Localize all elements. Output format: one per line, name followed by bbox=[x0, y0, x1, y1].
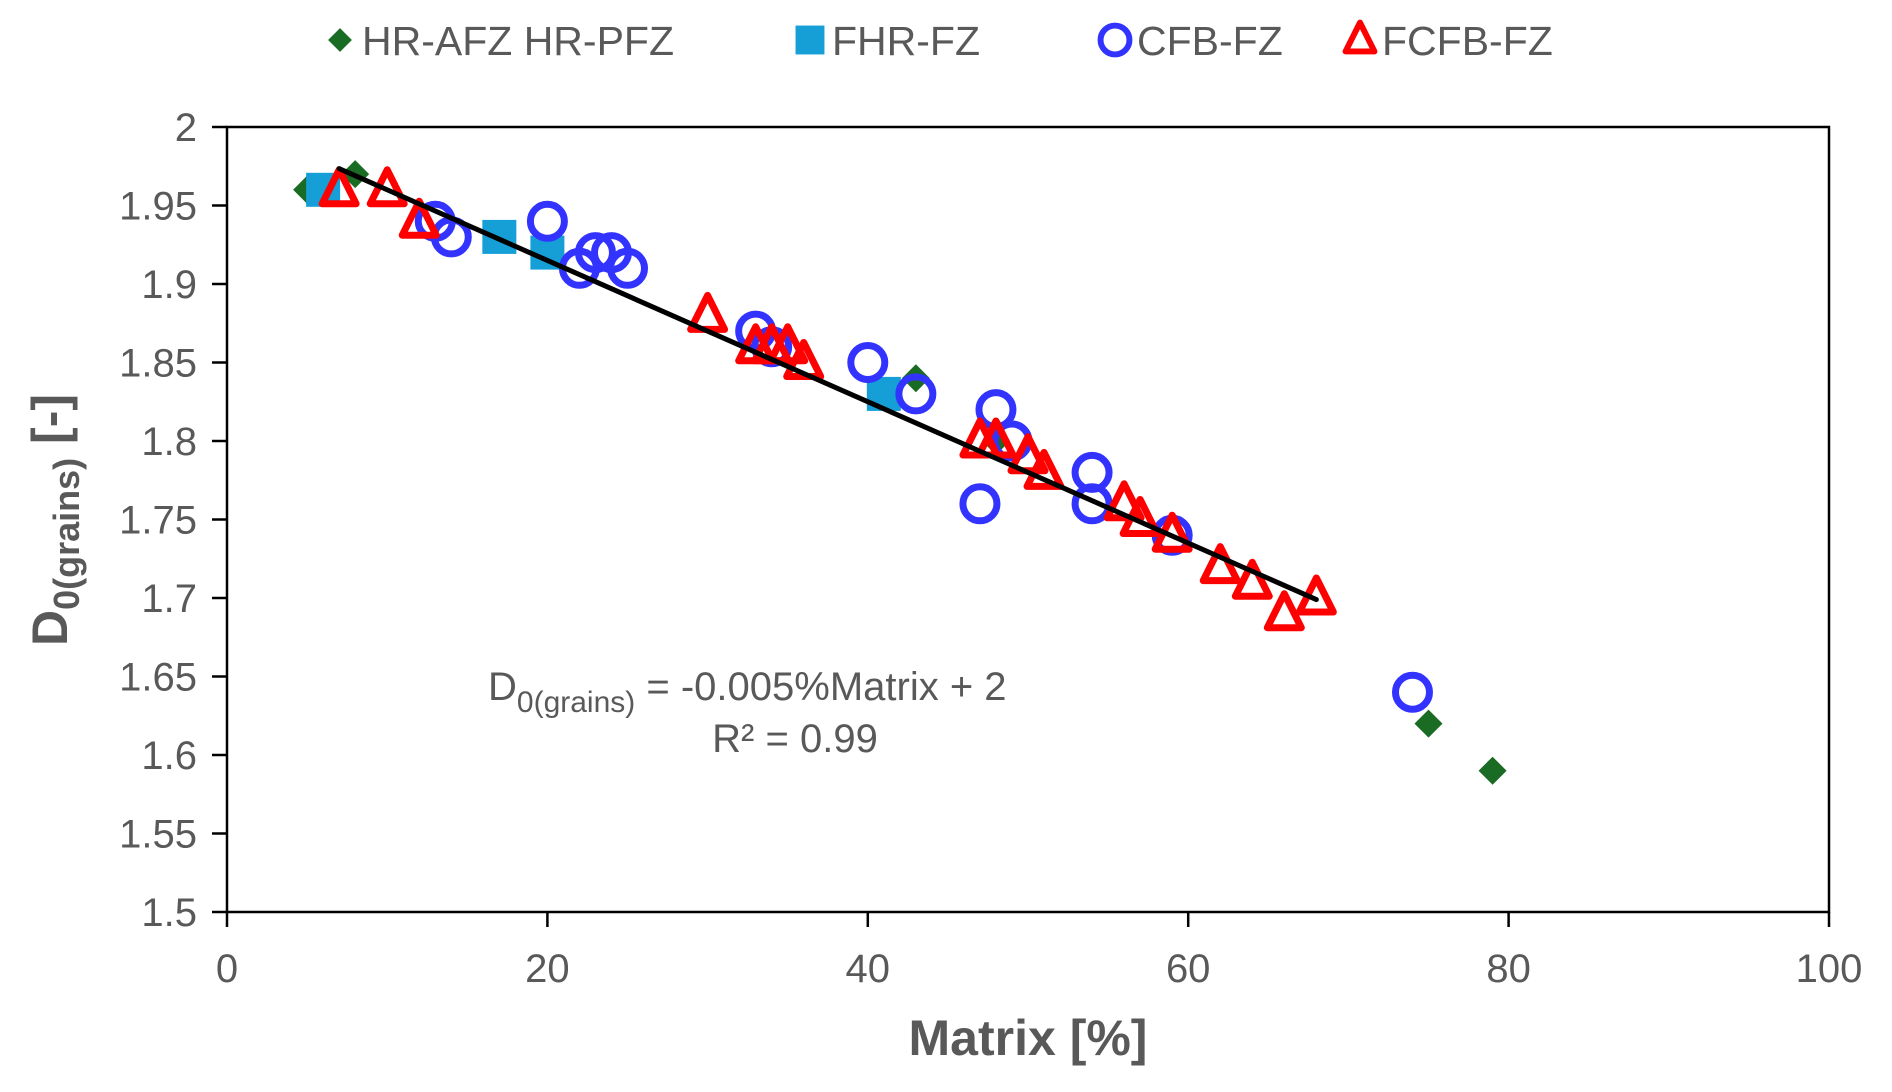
x-tick-label: 80 bbox=[1486, 947, 1531, 991]
x-tick-label: 40 bbox=[846, 947, 891, 991]
data-point-triangle bbox=[318, 166, 360, 208]
legend-label: HR-AFZ HR-PFZ bbox=[362, 18, 674, 64]
x-axis-ticks: 0 20 40 60 80 100 bbox=[216, 912, 1863, 991]
y-axis-ticks: 1.5 1.55 1.6 1.65 1.7 1.75 1.8 1.85 1.9 1.95 2 bbox=[119, 106, 227, 935]
legend-item: HR-AFZ HR-PFZ bbox=[328, 18, 674, 64]
data-points bbox=[293, 160, 1507, 785]
y-tick-label: 1.6 bbox=[141, 734, 197, 778]
y-tick-label: 1.75 bbox=[119, 499, 197, 543]
data-point-triangle bbox=[783, 339, 825, 380]
legend-marker-triangle bbox=[1342, 19, 1378, 55]
trendline-group bbox=[336, 166, 1319, 603]
x-tick-label: 100 bbox=[1796, 947, 1863, 991]
y-tick-label: 1.85 bbox=[119, 342, 197, 386]
data-point-diamond bbox=[1414, 709, 1443, 738]
legend-item: FCFB-FZ bbox=[1342, 18, 1553, 64]
series-cfb-fz bbox=[414, 200, 1433, 713]
data-point-circle bbox=[1391, 671, 1433, 713]
legend-marker-circle bbox=[1097, 22, 1133, 58]
data-point-circle bbox=[526, 200, 568, 242]
y-tick-label: 1.65 bbox=[119, 656, 197, 700]
y-axis-title-main: D bbox=[22, 610, 78, 646]
x-tick-label: 20 bbox=[525, 947, 570, 991]
legend-marker-diamond bbox=[328, 28, 352, 52]
data-point-circle bbox=[895, 373, 937, 415]
legend: HR-AFZ HR-PFZ FHR-FZ CFB-FZ FCFB-FZ bbox=[328, 18, 1553, 64]
y-axis-title: D0(grains) [-] bbox=[22, 394, 87, 646]
y-tick-label: 1.95 bbox=[119, 185, 197, 229]
x-tick-label: 60 bbox=[1166, 947, 1211, 991]
trendline bbox=[336, 166, 1319, 603]
series-fcfb-fz bbox=[318, 166, 1337, 632]
legend-item: FHR-FZ bbox=[795, 18, 980, 64]
y-tick-label: 1.8 bbox=[141, 420, 197, 464]
legend-marker-square bbox=[795, 25, 825, 55]
y-tick-label: 1.7 bbox=[141, 577, 197, 621]
data-point-triangle bbox=[1103, 480, 1145, 522]
y-axis-title-sub: 0(grains) bbox=[46, 458, 87, 610]
trendline-equation: D0(grains) = -0.005%Matrix + 2 bbox=[488, 665, 1007, 719]
data-point-circle bbox=[574, 232, 616, 274]
legend-label: FHR-FZ bbox=[832, 18, 980, 64]
y-tick-label: 2 bbox=[175, 106, 197, 150]
x-tick-label: 0 bbox=[216, 947, 238, 991]
data-point-triangle bbox=[1231, 558, 1273, 600]
equation-rest: = -0.005%Matrix + 2 bbox=[635, 665, 1006, 709]
legend-label: CFB-FZ bbox=[1137, 18, 1283, 64]
data-point-circle bbox=[607, 247, 648, 289]
data-point-triangle bbox=[1263, 590, 1305, 632]
y-tick-label: 1.55 bbox=[119, 813, 197, 857]
x-axis-title: Matrix [%] bbox=[909, 1010, 1148, 1066]
data-point-circle bbox=[959, 483, 1001, 525]
data-point-triangle bbox=[975, 417, 1017, 459]
y-axis-title-suffix: [-] bbox=[22, 394, 78, 458]
data-point-circle bbox=[847, 342, 889, 383]
data-point-triangle bbox=[767, 323, 809, 365]
y-tick-label: 1.5 bbox=[141, 891, 197, 935]
data-point-diamond bbox=[1478, 756, 1507, 785]
y-tick-label: 1.9 bbox=[141, 263, 197, 307]
legend-item: CFB-FZ bbox=[1097, 18, 1283, 64]
equation-main: D bbox=[488, 665, 517, 709]
trendline-r-squared: R² = 0.99 bbox=[712, 717, 878, 761]
data-point-triangle bbox=[1023, 448, 1065, 490]
data-point-triangle bbox=[398, 197, 440, 239]
equation-sub: 0(grains) bbox=[517, 686, 635, 719]
legend-label: FCFB-FZ bbox=[1382, 18, 1553, 64]
data-point-circle bbox=[1071, 483, 1113, 525]
